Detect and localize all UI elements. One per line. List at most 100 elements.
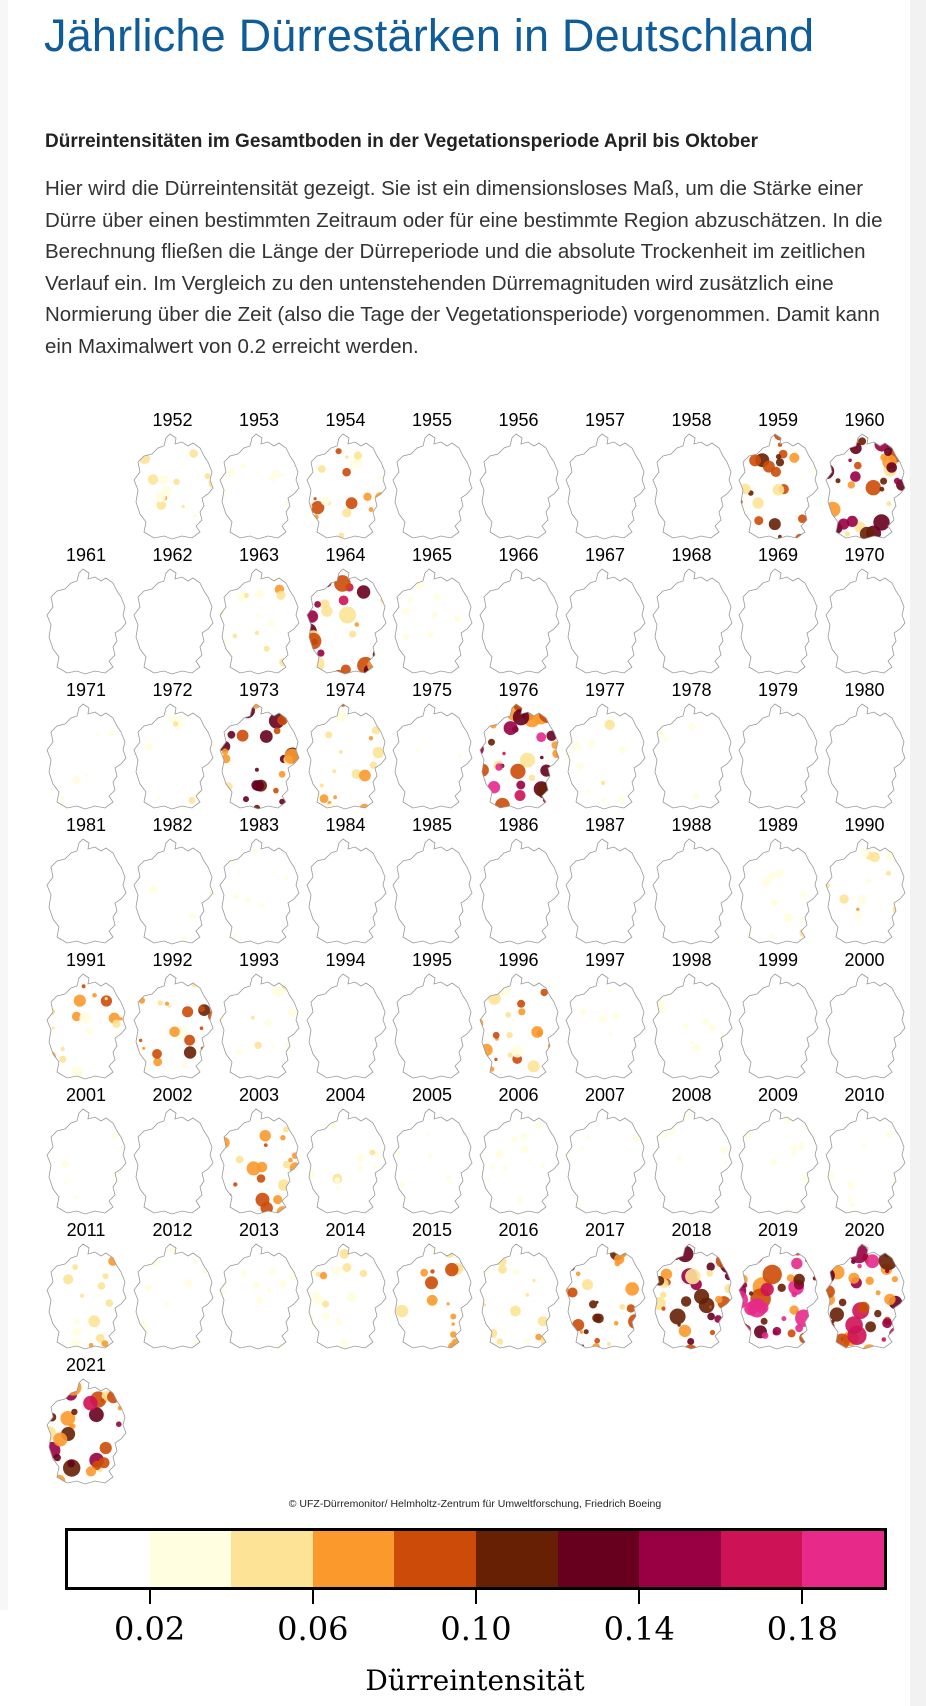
map-year-label: 2005 (411, 1085, 453, 1105)
map-tile-2002: 2002 (130, 1085, 216, 1220)
map-tile-1993: 1993 (216, 950, 302, 1085)
germany-map (219, 973, 300, 1080)
germany-map (46, 1378, 127, 1485)
map-year-label: 2011 (66, 1220, 106, 1240)
germany-map (133, 1108, 213, 1215)
colorbar-swatch (68, 1531, 150, 1587)
map-year-label: 2013 (238, 1220, 280, 1240)
map-tile-2004: 2004 (303, 1085, 389, 1220)
map-tile-1963: 1963 (216, 545, 302, 680)
map-tile-2016: 2016 (476, 1220, 562, 1355)
germany-map (306, 838, 386, 945)
page-title: Jährliche Dürrestärken in Deutschland (44, 10, 815, 61)
colorbar-tick (801, 1590, 804, 1604)
map-tile-1954: 1954 (303, 410, 389, 545)
germany-map (738, 703, 819, 810)
map-year-label: 1998 (671, 950, 712, 970)
germany-map (479, 1108, 559, 1215)
map-tile-1967: 1967 (562, 545, 648, 680)
colorbar-swatch (557, 1531, 640, 1587)
map-year-label: 1989 (757, 815, 799, 835)
germany-map (46, 1243, 127, 1350)
map-year-label: 2021 (65, 1355, 107, 1375)
germany-map (392, 703, 473, 810)
germany-map (479, 1243, 559, 1350)
colorbar-tick-label: 0.14 (603, 1610, 675, 1648)
colorbar-swatch (312, 1531, 395, 1587)
map-tile-2019: 2019 (735, 1220, 821, 1355)
germany-map (392, 973, 473, 1080)
germany-map (738, 973, 819, 1080)
map-tile-1974: 1974 (303, 680, 389, 815)
colorbar-tick-label: 0.06 (277, 1610, 349, 1648)
colorbar-swatch (231, 1531, 313, 1587)
figure-credit: © UFZ-Dürremonitor/ Helmholtz-Zentrum fü… (288, 1498, 662, 1510)
colorbar-tick (638, 1590, 641, 1604)
map-tile-2007: 2007 (562, 1085, 648, 1220)
map-year-label: 2012 (152, 1220, 193, 1240)
germany-map (306, 703, 386, 810)
map-year-label: 1972 (152, 680, 193, 700)
colorbar-tick-label: 0.02 (113, 1610, 186, 1648)
map-tile-1998: 1998 (649, 950, 735, 1085)
map-tile-1965: 1965 (389, 545, 475, 680)
map-year-label: 2015 (411, 1220, 453, 1240)
map-year-label: 1985 (411, 815, 453, 835)
map-tile-2015: 2015 (389, 1220, 475, 1355)
map-tile-1961: 1961 (43, 545, 129, 680)
colorbar-ticks (65, 1590, 887, 1606)
map-year-label: 2003 (238, 1085, 280, 1105)
map-year-label: 1995 (411, 950, 453, 970)
map-tile-2008: 2008 (649, 1085, 735, 1220)
map-year-label: 2014 (325, 1220, 366, 1240)
map-year-label: 1997 (584, 950, 626, 970)
germany-map (133, 838, 213, 945)
germany-map (46, 973, 127, 1080)
colorbar-swatch (394, 1531, 476, 1587)
germany-map (133, 973, 213, 1080)
map-tile-1966: 1966 (476, 545, 562, 680)
description-paragraph: Hier wird die Dürreintensität gezeigt. S… (45, 177, 883, 358)
map-year-label: 1996 (498, 950, 539, 970)
map-year-label: 1986 (498, 815, 539, 835)
colorbar-swatch (639, 1531, 721, 1587)
page-scrollbar[interactable] (910, 0, 926, 1706)
map-tile-2009: 2009 (735, 1085, 821, 1220)
map-year-label: 1953 (238, 410, 280, 430)
colorbar-tick-label: 0.18 (766, 1610, 839, 1648)
map-tile-1962: 1962 (130, 545, 216, 680)
map-tile-1957: 1957 (562, 410, 648, 545)
germany-map (479, 568, 559, 675)
map-year-label: 2006 (498, 1085, 539, 1105)
germany-map (652, 1108, 732, 1215)
map-year-label: 1980 (844, 680, 885, 700)
germany-map (46, 1108, 127, 1215)
germany-map (825, 973, 905, 1080)
map-year-label: 1981 (65, 815, 107, 835)
map-tile-1986: 1986 (476, 815, 562, 950)
map-tile-2018: 2018 (649, 1220, 735, 1355)
map-year-label: 1970 (844, 545, 885, 565)
colorbar-tick (475, 1590, 477, 1604)
germany-map (219, 433, 300, 540)
map-tile-1997: 1997 (562, 950, 648, 1085)
colorbar-swatch (802, 1531, 884, 1587)
germany-map (306, 973, 386, 1080)
map-year-label: 1973 (238, 680, 280, 700)
map-tile-2020: 2020 (822, 1220, 908, 1355)
map-year-label: 1977 (584, 680, 626, 700)
germany-map (565, 838, 646, 945)
map-year-label: 1984 (325, 815, 366, 835)
germany-map (738, 838, 819, 945)
germany-map (306, 433, 386, 540)
germany-map (219, 703, 300, 810)
map-year-label: 2008 (671, 1085, 712, 1105)
map-year-label: 2020 (844, 1220, 885, 1240)
germany-map (652, 838, 732, 945)
map-year-label: 2017 (584, 1220, 626, 1240)
section-subtitle: Dürreintensitäten im Gesamtboden in der … (45, 131, 758, 152)
map-year-label: 2016 (498, 1220, 539, 1240)
germany-map (565, 1243, 646, 1350)
map-tile-1996: 1996 (476, 950, 562, 1085)
germany-map (825, 703, 905, 810)
